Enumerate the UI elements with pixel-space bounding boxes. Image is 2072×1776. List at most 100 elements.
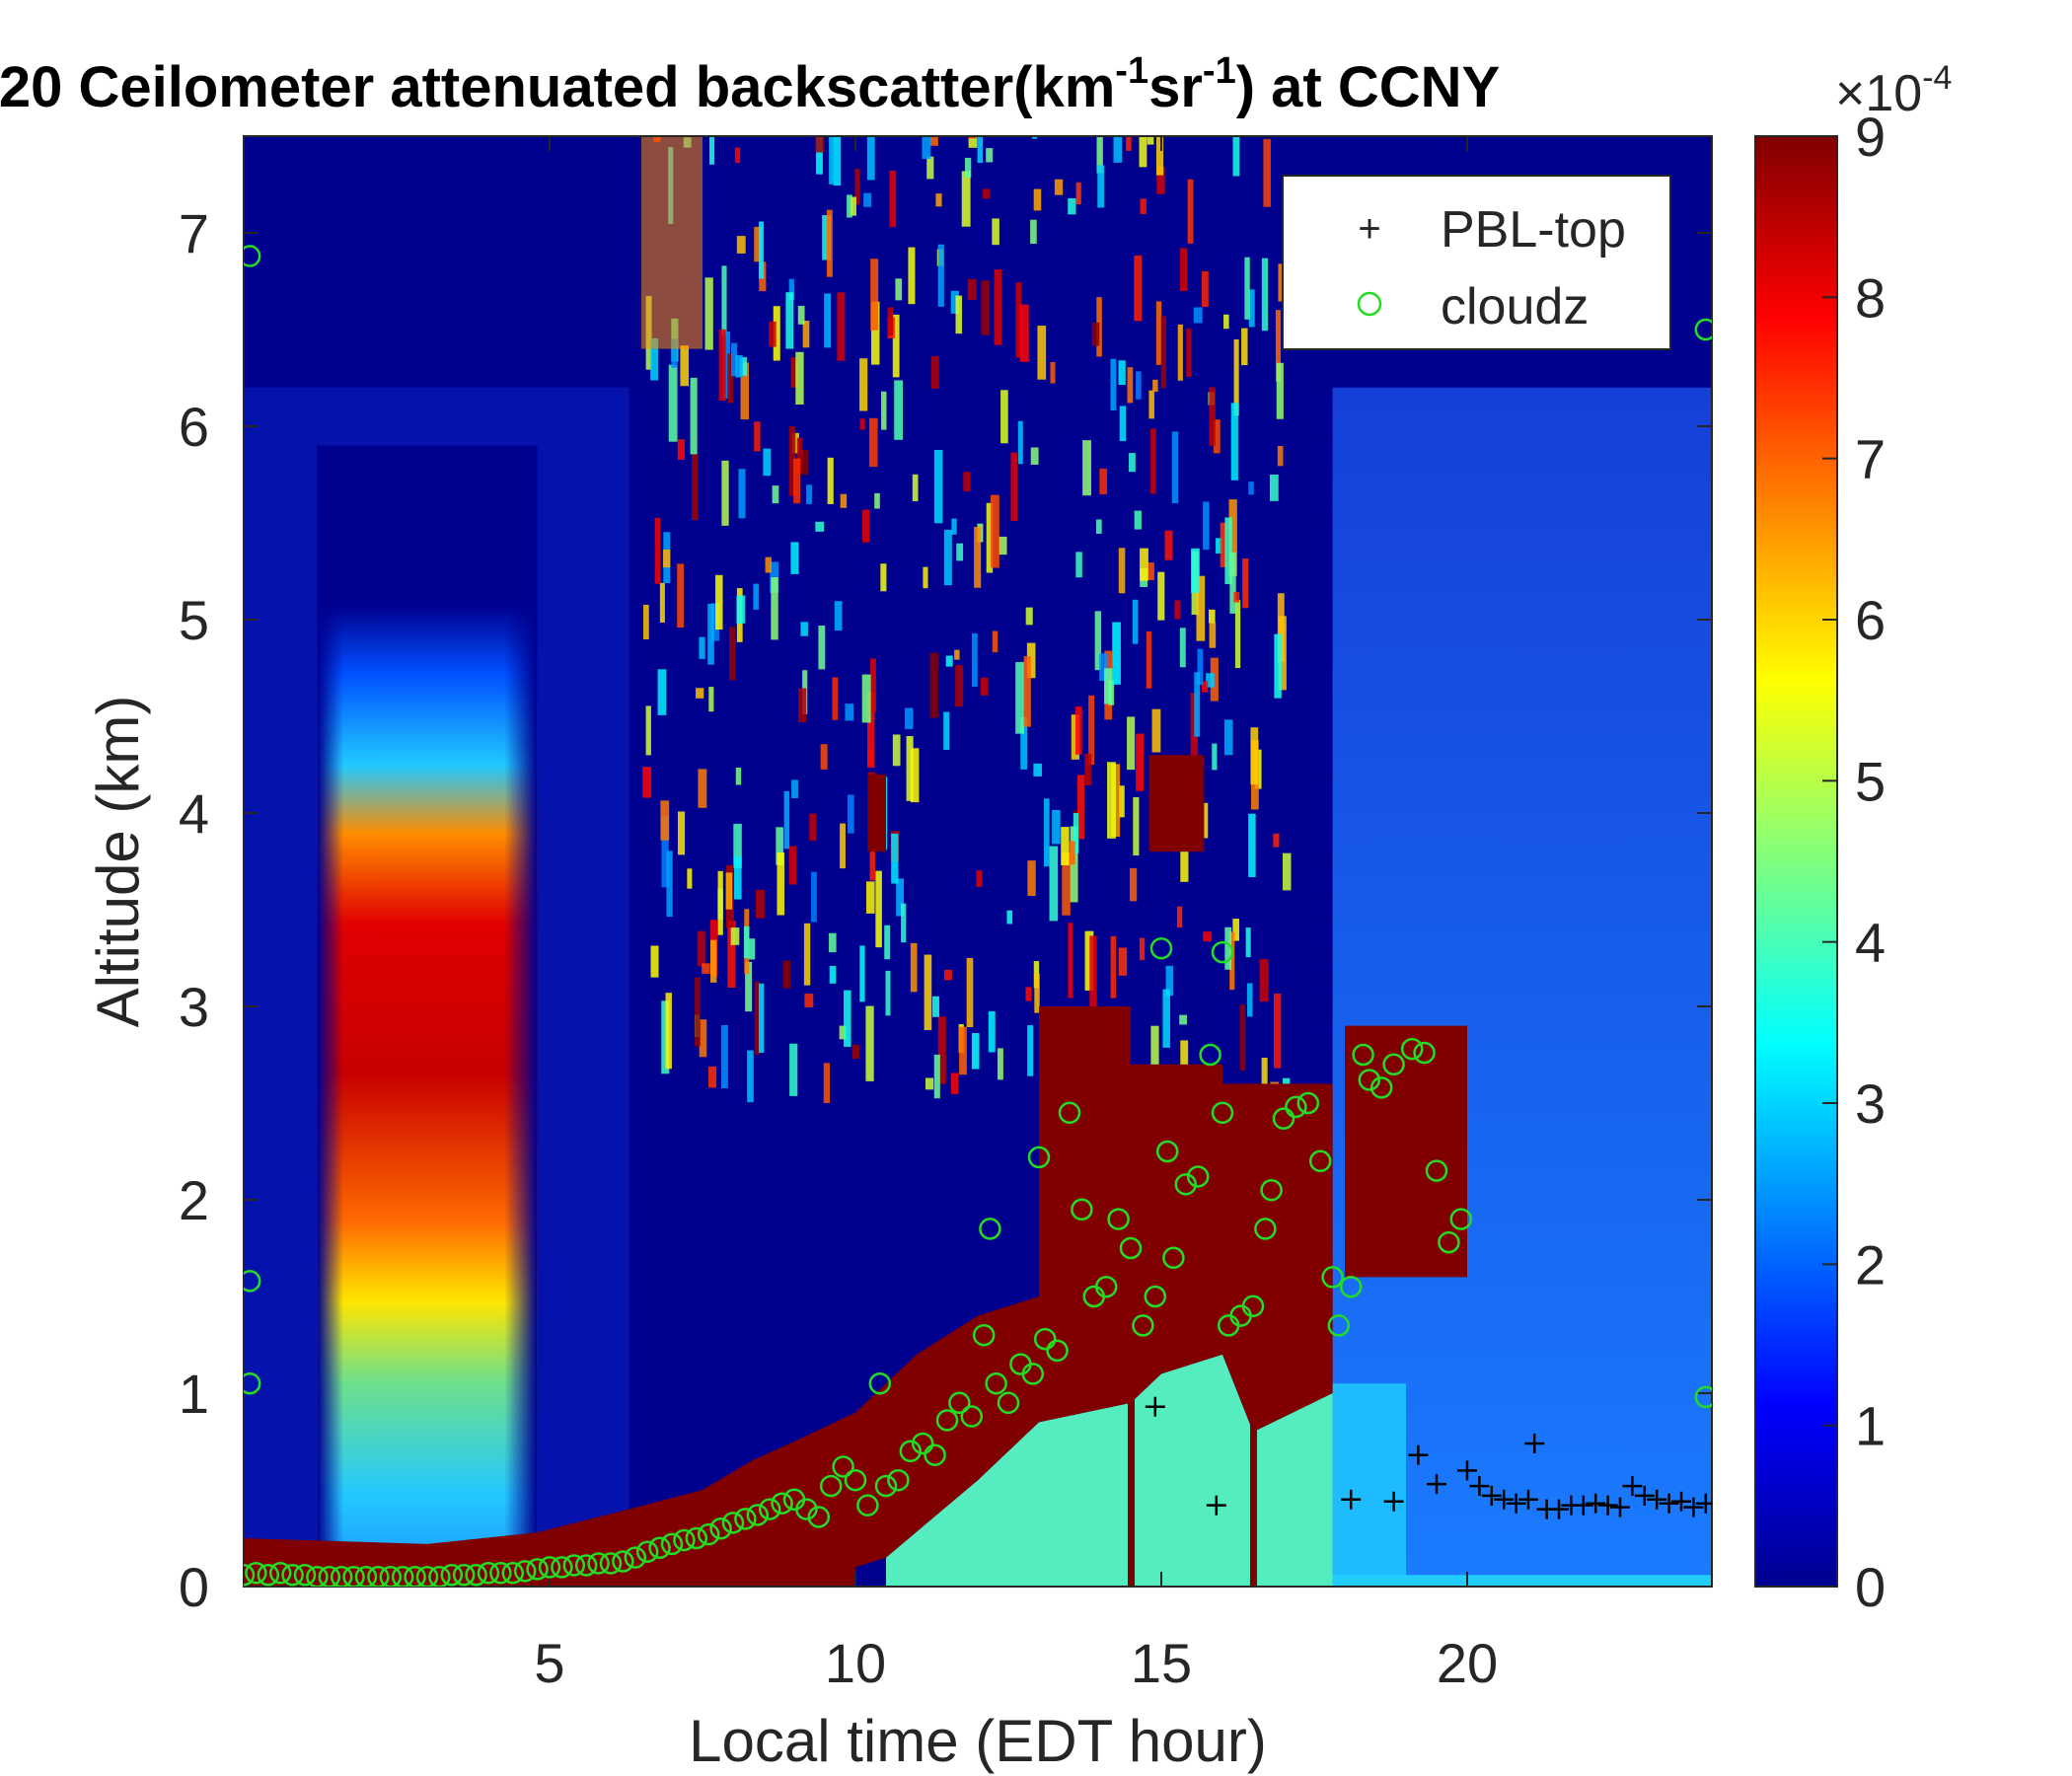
cirrus-speck	[1140, 198, 1147, 214]
cirrus-speck	[874, 492, 880, 509]
cirrus-speck	[944, 969, 952, 981]
pbl-top-marker	[1341, 1489, 1362, 1510]
cirrus-speck	[863, 192, 872, 207]
cirrus-speck	[1223, 314, 1229, 330]
cirrus-speck	[1160, 316, 1167, 389]
cirrus-speck	[968, 136, 978, 148]
cloudz-marker	[948, 1391, 971, 1415]
cirrus-speck	[736, 595, 746, 624]
cirrus-speck	[645, 705, 651, 756]
cirrus-speck	[1084, 930, 1094, 991]
cirrus-speck	[1099, 653, 1108, 682]
cirrus-speck	[1084, 753, 1092, 785]
x-tick-label: 15	[1131, 1632, 1192, 1694]
cirrus-speck	[690, 377, 698, 455]
cirrus-speck	[709, 939, 717, 983]
y-tick-label: 2	[179, 1169, 209, 1231]
colorbar-exponent: ×10-4	[1835, 59, 1952, 122]
y-tick-label: 7	[179, 202, 209, 264]
cloudz-marker	[599, 1552, 623, 1575]
cirrus-speck	[1273, 994, 1282, 1069]
cirrus-speck	[1025, 987, 1032, 1001]
cirrus-speck	[1180, 835, 1189, 882]
cloudz-marker	[697, 1522, 720, 1546]
cloudz-marker	[501, 1562, 525, 1585]
cirrus-speck	[642, 767, 652, 798]
cirrus-speck	[1033, 188, 1042, 211]
legend: + PBL-top cloudz	[1282, 175, 1671, 350]
cirrus-speck	[1088, 695, 1095, 765]
cirrus-speck	[981, 280, 990, 335]
cirrus-speck	[677, 563, 685, 629]
cirrus-speck	[1176, 906, 1183, 928]
cloudz-marker	[574, 1554, 598, 1577]
cirrus-speck	[885, 970, 891, 1016]
cloudz-marker	[758, 1498, 781, 1520]
cirrus-speck	[1239, 1004, 1246, 1071]
cloudz-marker	[1241, 1295, 1265, 1318]
cloudz-marker	[1272, 1107, 1295, 1130]
cirrus-speck	[782, 960, 791, 989]
cloudz-marker	[648, 1536, 671, 1560]
cirrus-speck	[837, 292, 846, 361]
cirrus-speck	[650, 945, 659, 978]
cirrus-speck	[790, 357, 798, 388]
pbl-top-marker	[1408, 1444, 1429, 1465]
cirrus-speck	[1150, 1025, 1159, 1088]
cirrus-speck	[906, 736, 914, 801]
cloudz-marker	[1296, 1091, 1320, 1115]
cirrus-speck	[800, 622, 808, 636]
cirrus-speck	[892, 314, 900, 378]
cirrus-speck	[1000, 390, 1008, 444]
cirrus-speck	[901, 903, 907, 943]
cirrus-speck	[702, 963, 710, 974]
cirrus-speck	[854, 169, 860, 205]
cirrus-speck	[1269, 475, 1279, 501]
cirrus-speck	[908, 247, 916, 305]
cirrus-speck	[1096, 136, 1103, 174]
cirrus-speck	[1151, 708, 1161, 753]
cloudz-marker	[1369, 1076, 1393, 1099]
cirrus-speck	[815, 136, 824, 153]
cirrus-speck	[657, 669, 667, 715]
cirrus-speck	[642, 604, 649, 640]
cirrus-speck	[931, 996, 939, 1017]
cloudz-marker	[440, 1563, 464, 1587]
cirrus-speck	[980, 677, 989, 696]
cloudz-marker	[635, 1540, 659, 1563]
precip-streak	[1128, 1277, 1135, 1587]
cirrus-speck	[677, 811, 686, 855]
cloudz-marker	[1162, 1246, 1185, 1270]
cirrus-speck	[971, 632, 978, 687]
cirrus-speck	[654, 517, 661, 584]
cirrus-speck	[833, 136, 842, 186]
cirrus-speck	[1155, 301, 1162, 365]
cirrus-speck	[1133, 796, 1140, 856]
cirrus-speck	[1020, 716, 1028, 770]
legend-label-cloudz: cloudz	[1441, 278, 1589, 335]
cirrus-speck	[1275, 310, 1282, 382]
cirrus-speck	[697, 930, 705, 967]
cloudz-marker	[972, 1323, 996, 1347]
cirrus-speck	[1091, 322, 1100, 346]
cloudz-marker	[685, 1526, 708, 1550]
cirrus-speck	[875, 870, 882, 948]
cirrus-speck	[955, 665, 964, 707]
cloudz-marker	[587, 1552, 610, 1575]
cirrus-speck	[1023, 656, 1031, 727]
cirrus-speck	[727, 353, 734, 404]
cirrus-speck	[793, 458, 801, 504]
cirrus-speck	[1129, 867, 1138, 902]
cirrus-speck	[804, 994, 814, 1007]
cirrus-speck	[1049, 846, 1059, 922]
cloudz-marker	[1174, 1173, 1198, 1196]
pbl-top-marker	[1145, 1396, 1165, 1417]
cirrus-speck	[956, 543, 964, 561]
cloudz-marker	[795, 1498, 818, 1520]
cirrus-speck	[1155, 136, 1164, 176]
cloudz-marker	[1046, 1339, 1069, 1363]
backscatter-heatmap	[244, 136, 1712, 1587]
cirrus-speck	[1201, 681, 1209, 693]
cirrus-speck	[1209, 609, 1216, 624]
cloudz-marker	[1071, 1198, 1093, 1221]
